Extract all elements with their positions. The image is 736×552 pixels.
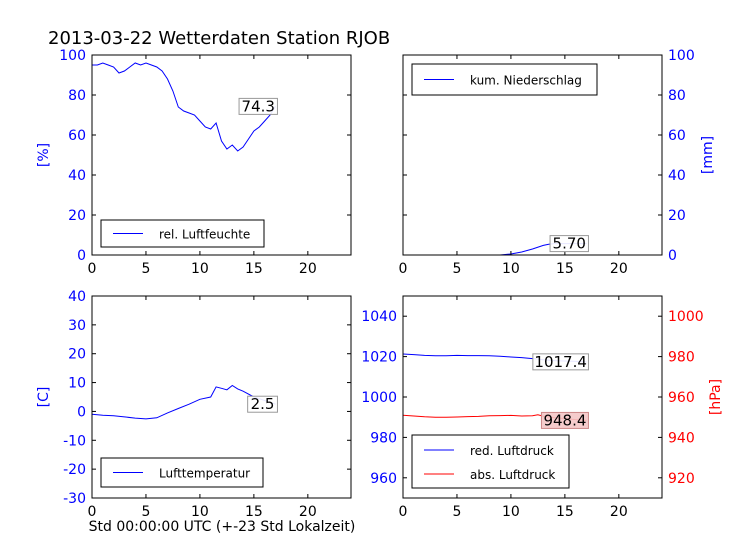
precipitation-xtick-label: 0 <box>399 261 408 277</box>
humidity-legend-box <box>100 219 265 248</box>
pressure-xtick-label: 15 <box>556 504 574 520</box>
humidity-annotation-box-1 <box>238 97 278 115</box>
x-axis-label: Std 00:00:00 UTC (+-23 Std Lokalzeit) <box>89 519 356 535</box>
temperature-xtick-label: 15 <box>245 504 263 520</box>
temperature-ytick-label: -10 <box>63 433 86 449</box>
pressure-annotation-box-1 <box>532 353 589 371</box>
humidity-xtick-label: 15 <box>245 261 263 277</box>
precipitation-annotation-box-1 <box>549 235 589 253</box>
pressure-annotation-label-2: 948.4 <box>543 411 586 429</box>
temperature-series-line-1 <box>91 384 276 420</box>
precipitation-xtick-label: 15 <box>556 261 574 277</box>
temperature-annotation-box-1 <box>247 395 278 413</box>
precipitation-ytick-label: 60 <box>668 128 686 144</box>
temperature-xtick-label: 10 <box>191 504 209 520</box>
precipitation-ylabel: [mm] <box>700 136 716 174</box>
precipitation-ytick-label: 20 <box>668 208 686 224</box>
humidity-ytick-label: 80 <box>68 88 86 104</box>
pressure-annotation-label-1: 1017.4 <box>534 353 587 371</box>
pressure-xtick-label: 0 <box>399 504 408 520</box>
precipitation-xtick-label: 10 <box>502 261 520 277</box>
temperature-ytick-label: -20 <box>63 462 86 478</box>
temperature-ytick-label: 0 <box>77 404 86 420</box>
humidity-ytick-label: 40 <box>68 168 86 184</box>
temperature-panel: 0 5 10 15 20 -30 -20 -10 0 10 20 30 40 [C] 2.5 Lufttemp… <box>36 289 352 520</box>
temperature-annotation-label-1: 2.5 <box>251 395 275 413</box>
pressure-ytick-label: 980 <box>370 430 397 446</box>
temperature-axes-frame <box>91 295 352 499</box>
temperature-xtick-label: 5 <box>141 504 150 520</box>
pressure-xtick-label: 20 <box>610 504 628 520</box>
pressure-ytick-label: 1020 <box>361 350 397 366</box>
pressure-ytick-label: 960 <box>370 471 397 487</box>
figure-title: 2013-03-22 Wetterdaten Station RJOB <box>48 28 390 49</box>
precipitation-ytick-label: 40 <box>668 168 686 184</box>
temperature-xtick-label: 20 <box>299 504 317 520</box>
pressure-legend-box <box>411 434 570 489</box>
temperature-ytick-label: 30 <box>68 318 86 334</box>
pressure-y2tick-label: 980 <box>668 350 695 366</box>
precipitation-legend-label-1: kum. Niederschlag <box>470 74 582 88</box>
humidity-legend-label-1: rel. Luftfeuchte <box>159 228 250 242</box>
precipitation-xtick-label: 20 <box>610 261 628 277</box>
temperature-legend-label-1: Lufttemperatur <box>159 467 250 481</box>
humidity-ytick-label: 60 <box>68 128 86 144</box>
precipitation-axes-frame <box>402 54 663 256</box>
humidity-ytick-label: 0 <box>77 248 86 264</box>
pressure-ytick-label: 1000 <box>361 390 397 406</box>
humidity-xtick-label: 0 <box>88 261 97 277</box>
pressure-y2label: [hPa] <box>708 379 724 415</box>
humidity-xtick-label: 10 <box>191 261 209 277</box>
humidity-xtick-label: 5 <box>141 261 150 277</box>
temperature-ytick-label: -30 <box>63 491 86 507</box>
humidity-annotation-label-1: 74.3 <box>242 97 275 115</box>
pressure-xtick-label: 5 <box>452 504 461 520</box>
humidity-axes-frame <box>91 54 352 256</box>
humidity-ytick-label: 20 <box>68 208 86 224</box>
pressure-panel: 0 5 10 15 20 960 980 1000 1020 1040 920 940 960 980 10… <box>361 295 724 520</box>
temperature-ytick-label: 40 <box>68 289 86 305</box>
pressure-legend-label-1: red. Luftdruck <box>470 444 554 458</box>
pressure-annotation-box-2 <box>540 411 589 429</box>
pressure-y2tick-label: 920 <box>668 471 695 487</box>
humidity-ytick-label: 100 <box>59 48 86 64</box>
pressure-xtick-label: 10 <box>502 504 520 520</box>
precipitation-xtick-label: 5 <box>452 261 461 277</box>
precipitation-ytick-label: 100 <box>668 48 695 64</box>
temperature-ytick-label: 10 <box>68 376 86 392</box>
pressure-y2tick-label: 940 <box>668 430 695 446</box>
temperature-ytick-label: 20 <box>68 347 86 363</box>
pressure-y2tick-label: 960 <box>668 390 695 406</box>
precipitation-annotation-label-1: 5.70 <box>553 235 586 253</box>
temperature-xtick-label: 0 <box>88 504 97 520</box>
precipitation-ytick-label: 0 <box>668 248 677 264</box>
humidity-xtick-label: 20 <box>299 261 317 277</box>
humidity-ylabel: [%] <box>36 143 52 167</box>
pressure-legend-label-2: abs. Luftdruck <box>470 468 555 482</box>
pressure-y2tick-label: 1000 <box>668 309 704 325</box>
precipitation-ytick-label: 80 <box>668 88 686 104</box>
pressure-ytick-label: 1040 <box>361 309 397 325</box>
temperature-ylabel: [C] <box>36 387 52 408</box>
precipitation-panel: 0 5 10 15 20 0 20 40 60 80 100 [mm] 5.70 kum. Nieders… <box>399 48 716 277</box>
humidity-series-line-1 <box>92 62 276 152</box>
humidity-panel: 0 5 10 15 20 0 20 40 60 80 100 [%] 74.3 rel. Luftfeuc… <box>36 48 352 277</box>
